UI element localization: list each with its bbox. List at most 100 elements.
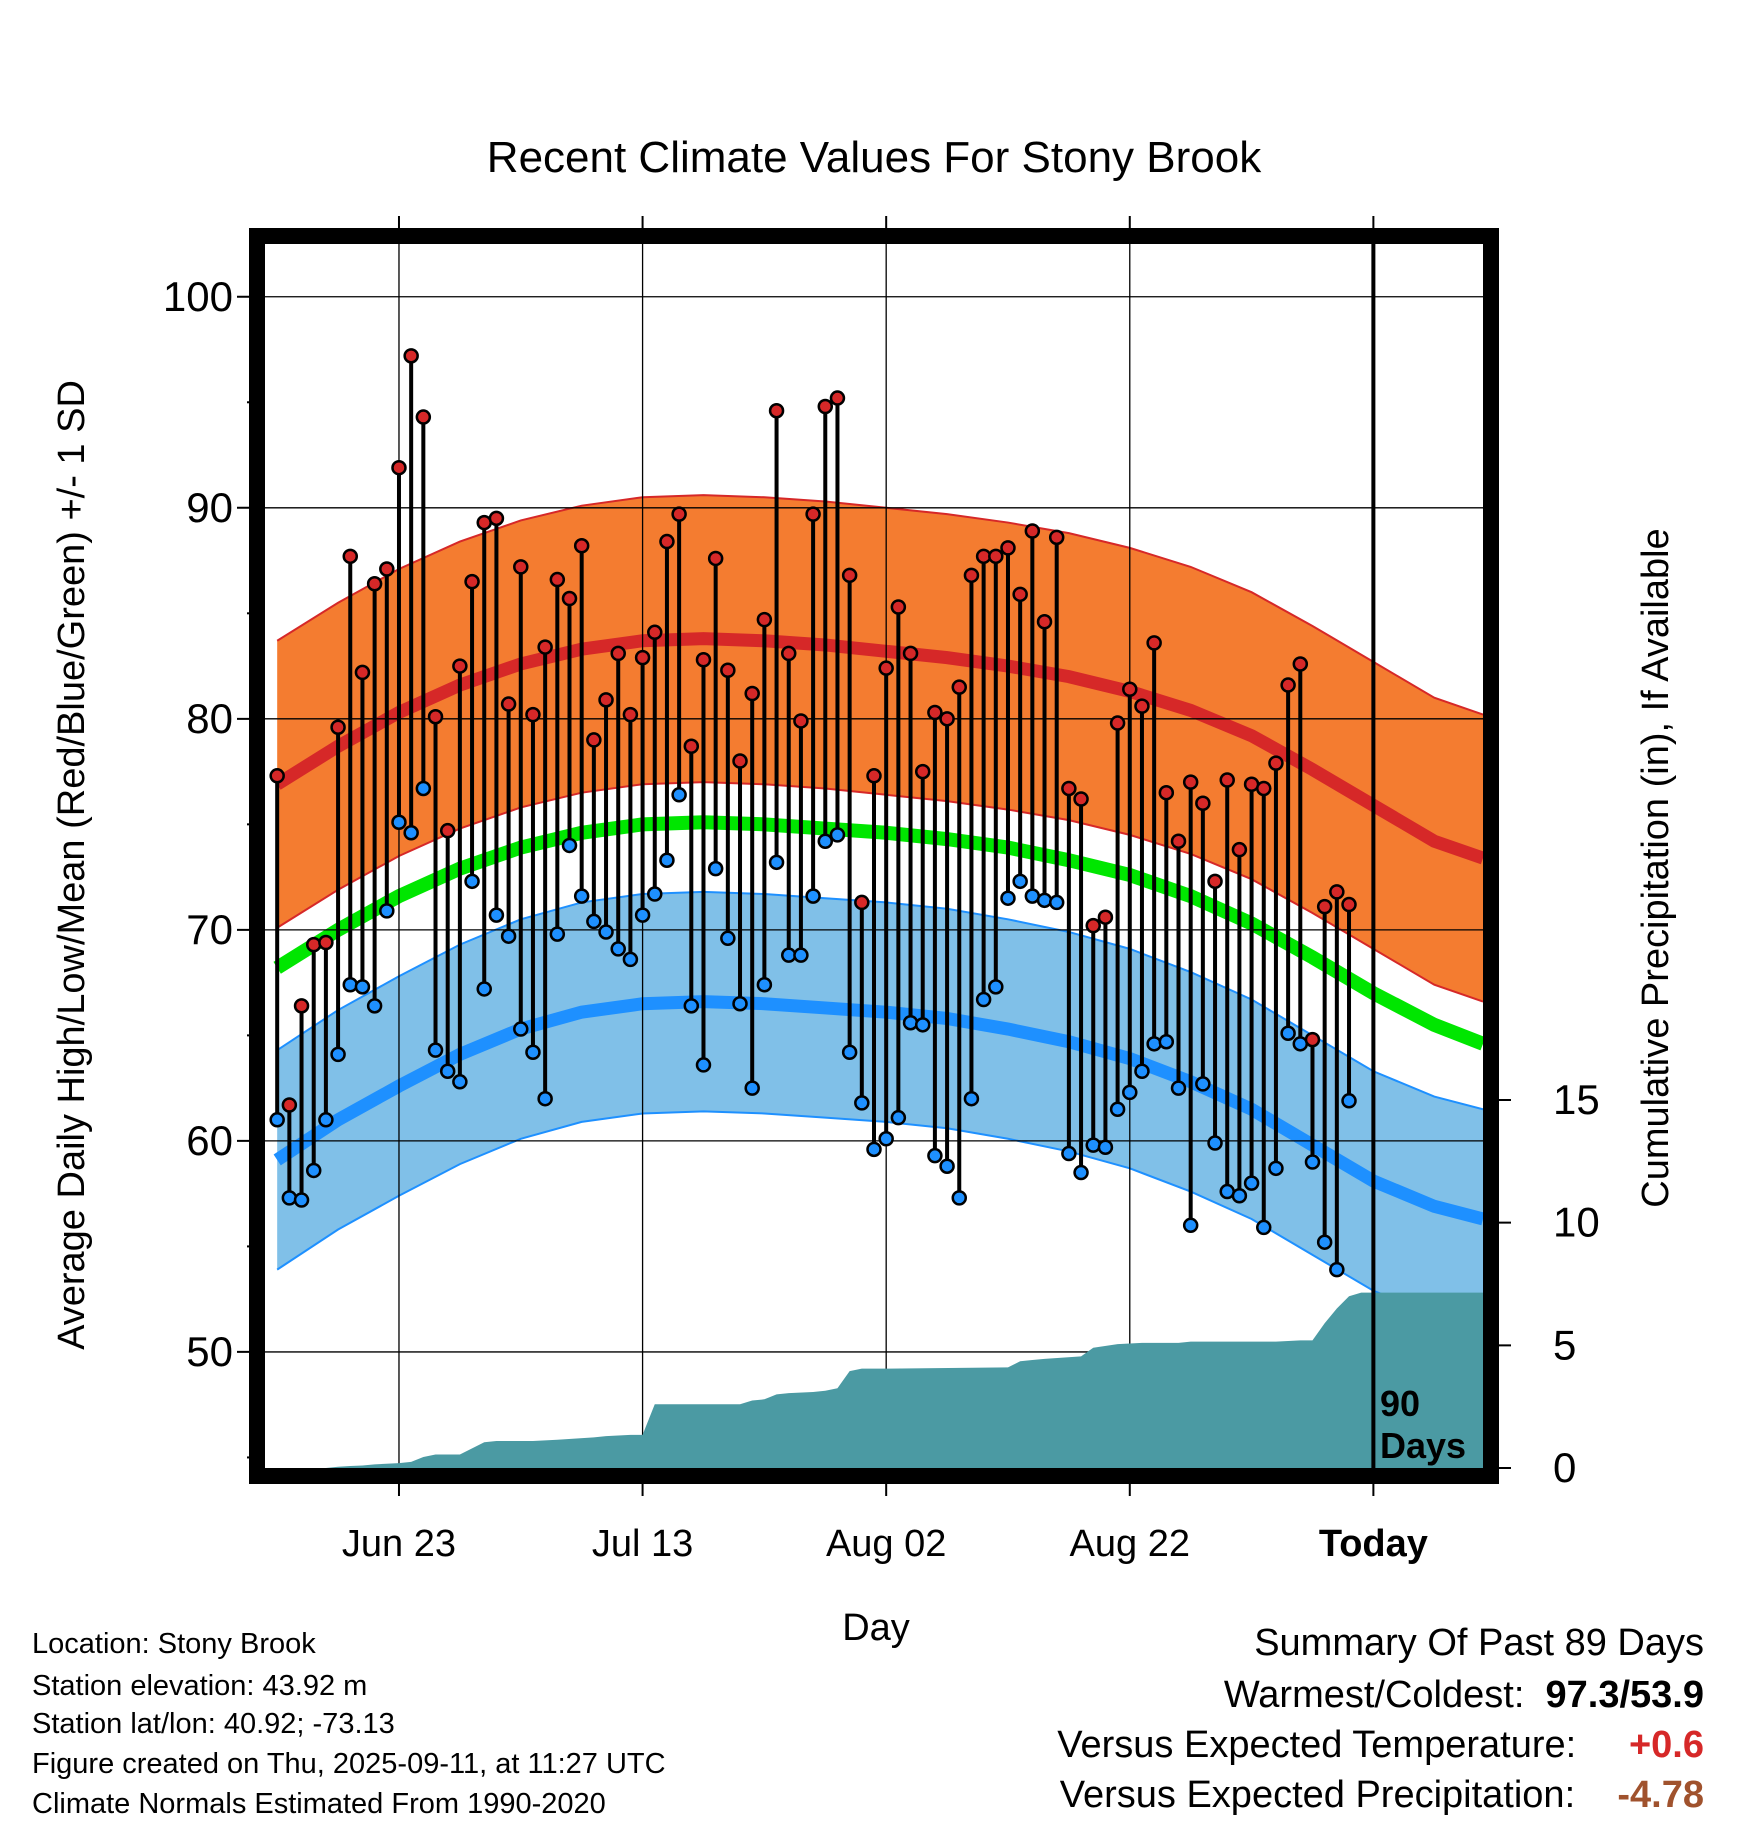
daily-low-point	[659, 852, 675, 868]
daily-low-point	[1097, 1139, 1114, 1155]
daily-high-point	[951, 679, 968, 695]
daily-low-point	[1316, 1234, 1333, 1250]
y-tick-label: 70	[186, 906, 233, 953]
daily-high-point	[622, 706, 639, 723]
daily-low-point	[1170, 1080, 1187, 1096]
precipitation-area	[277, 1292, 1484, 1468]
daily-low-point	[1243, 1175, 1260, 1191]
daily-high-point	[866, 768, 882, 784]
daily-high-point	[1122, 681, 1138, 698]
daily-high-point	[1292, 656, 1309, 672]
daily-high-point	[1219, 772, 1235, 788]
daily-low-point	[1207, 1135, 1223, 1151]
daily-high-point	[707, 550, 724, 567]
daily-high-point	[914, 763, 931, 780]
daily-low-point	[1280, 1025, 1296, 1042]
temp-vs-expected-label: Versus Expected Temperature:	[1057, 1724, 1577, 1766]
precip-vs-expected-value: -4.78	[1617, 1774, 1704, 1816]
daily-low-point	[732, 995, 748, 1012]
low-sd-band	[277, 891, 1483, 1329]
daily-high-point	[963, 567, 980, 584]
daily-high-point	[379, 561, 395, 577]
daily-low-point	[269, 1112, 285, 1128]
daily-low-point	[525, 1044, 541, 1061]
daily-high-point	[1195, 795, 1211, 811]
plot-border	[249, 228, 1499, 1484]
daily-high-point	[415, 409, 432, 425]
daily-high-point	[817, 398, 834, 415]
normals-period-label: Climate Normals Estimated From 1990-2020	[32, 1788, 606, 1820]
daily-low-point	[841, 1044, 858, 1061]
daily-stems	[275, 355, 1352, 1270]
daily-high-point	[1109, 715, 1126, 731]
daily-high-point	[525, 706, 541, 723]
daily-low-point	[1304, 1154, 1321, 1170]
daily-low-point	[427, 1042, 444, 1058]
summary-temp: Versus Expected Temperature: +0.6	[1057, 1724, 1704, 1767]
daily-high-point	[269, 768, 285, 784]
daily-low-point	[1085, 1137, 1101, 1153]
daily-high-point	[890, 599, 907, 615]
plot-frame	[249, 228, 1499, 1484]
y-tick-label: 80	[186, 695, 233, 742]
daily-high-point	[561, 590, 578, 607]
daily-high-point	[1048, 529, 1065, 546]
daily-high-point	[902, 645, 919, 662]
daily-high-point	[744, 685, 760, 702]
daily-low-point	[1061, 1145, 1077, 1162]
y2-tick-label: 5	[1553, 1321, 1576, 1368]
daily-low-point	[1182, 1217, 1199, 1234]
daily-high-point	[439, 822, 456, 839]
daily-low-point	[1256, 1219, 1272, 1236]
daily-high-point	[768, 402, 785, 419]
daily-high-point	[829, 390, 846, 406]
daily-high-point	[647, 624, 663, 641]
daily-low-point	[1012, 873, 1028, 890]
daily-low-point	[1109, 1101, 1126, 1117]
daily-high-point	[1073, 791, 1089, 807]
y-tick-label: 100	[163, 273, 233, 320]
daily-high-point	[549, 571, 566, 588]
daily-low-point	[647, 886, 663, 902]
daily-low-point	[452, 1074, 468, 1090]
daily-low-point	[756, 976, 773, 993]
x-tick-label: Aug 22	[1070, 1523, 1190, 1565]
daily-low-point	[342, 976, 359, 993]
daily-low-point	[988, 979, 1004, 995]
daily-high-point	[513, 559, 529, 575]
location-label: Location: Stony Brook	[32, 1628, 316, 1660]
daily-low-point	[683, 998, 700, 1014]
daily-low-point	[573, 888, 590, 904]
daily-high-point	[500, 696, 517, 712]
daily-high-point	[805, 506, 821, 522]
y2-tick-label: 0	[1553, 1444, 1576, 1491]
daily-high-point	[354, 664, 371, 681]
daily-low-point	[1341, 1093, 1357, 1109]
elevation-label: Station elevation: 43.92 m	[32, 1670, 368, 1702]
daily-high-point	[695, 651, 712, 668]
y2-axis-title: Cumulative Precipitation (in), If Availa…	[1635, 528, 1677, 1207]
x-tick-label: Aug 02	[826, 1523, 946, 1565]
daily-low-point	[707, 860, 724, 877]
daily-high-point	[366, 576, 383, 592]
daily-low-point	[1134, 1063, 1150, 1080]
daily-high-point	[610, 645, 626, 662]
daily-high-point	[537, 639, 553, 655]
y-tick-label: 50	[186, 1328, 233, 1375]
daily-low-point	[1195, 1076, 1211, 1092]
daily-low-point	[1122, 1084, 1138, 1101]
daily-high-point	[1036, 614, 1053, 630]
daily-low-point	[1268, 1160, 1284, 1177]
x-tick-label: Jul 13	[592, 1523, 693, 1565]
daily-low-point	[829, 827, 846, 843]
daily-high-point	[1256, 780, 1272, 797]
daily-low-point	[1048, 894, 1065, 911]
daily-high-point	[391, 459, 407, 476]
daily-low-point	[890, 1109, 907, 1126]
daily-high-point	[1061, 780, 1077, 797]
daily-low-point	[1329, 1261, 1345, 1278]
daily-high-point	[841, 567, 858, 584]
daily-high-point	[598, 692, 614, 708]
